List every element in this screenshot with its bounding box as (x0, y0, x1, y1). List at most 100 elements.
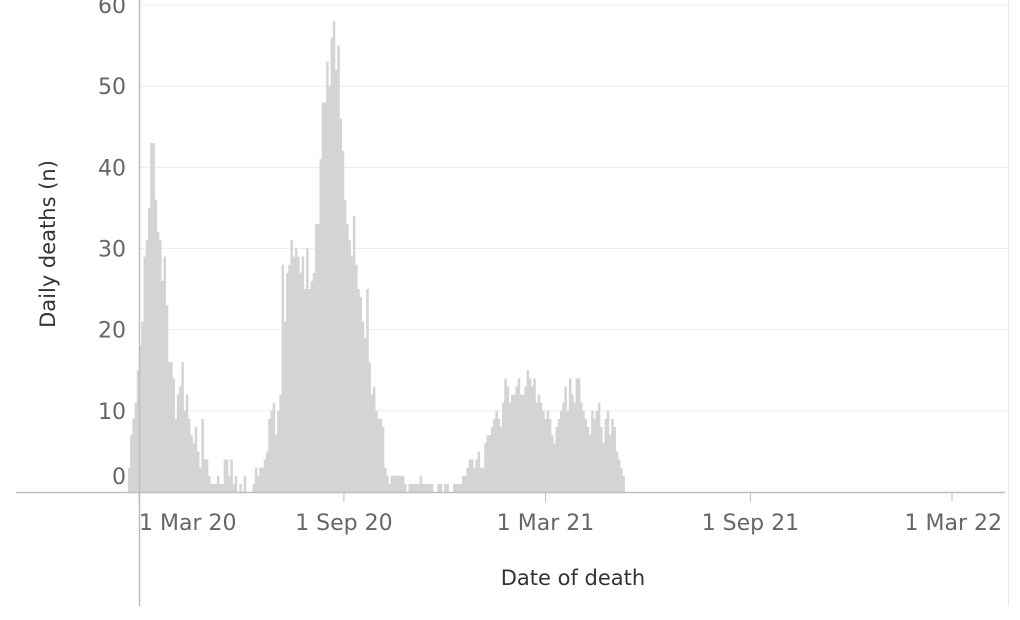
bar (412, 483, 416, 492)
bar (531, 386, 534, 492)
bar (497, 418, 501, 492)
bar (308, 289, 311, 492)
bar (484, 443, 487, 492)
bar (595, 410, 599, 492)
bar (261, 467, 265, 492)
bar (196, 451, 200, 492)
bar (604, 418, 608, 492)
bar (286, 272, 289, 492)
axes (16, 0, 1009, 606)
bar (370, 394, 374, 492)
bar (602, 443, 605, 492)
bar (363, 337, 367, 492)
bar (553, 443, 556, 492)
bar (424, 483, 427, 492)
bar (366, 289, 369, 492)
bar (337, 45, 340, 492)
x-tick-label: 1 Sep 20 (295, 511, 392, 536)
bar (323, 102, 327, 493)
bar (395, 475, 398, 492)
bar (310, 280, 314, 492)
bar (613, 427, 616, 492)
bar (312, 272, 316, 492)
bar (252, 483, 256, 492)
bar (439, 483, 443, 492)
bar (584, 418, 588, 492)
bar (346, 224, 349, 492)
bar (216, 475, 220, 492)
bar (127, 467, 131, 492)
bar (464, 475, 467, 492)
bar (259, 467, 262, 492)
bar (568, 378, 572, 492)
bar (156, 232, 160, 492)
bar (470, 459, 474, 492)
y-tick-label: 60 (98, 0, 126, 19)
bar (415, 483, 418, 492)
bar (179, 386, 182, 492)
bar (257, 475, 260, 492)
bar (297, 256, 300, 492)
bar (622, 475, 625, 492)
bar (141, 321, 144, 492)
bar (564, 386, 567, 492)
bar (221, 483, 224, 492)
bar (620, 467, 623, 492)
bar (279, 394, 282, 492)
bar (404, 483, 407, 492)
bar (306, 248, 309, 492)
bar (388, 483, 391, 492)
bar (551, 435, 554, 492)
bar (617, 459, 621, 492)
bar (368, 362, 371, 492)
bar (582, 410, 585, 492)
bar (477, 451, 481, 492)
bar (332, 21, 336, 492)
x-tick-label: 1 Sep 21 (702, 511, 799, 536)
bar (586, 427, 590, 492)
bar (319, 159, 322, 492)
bar (343, 199, 347, 493)
bar (399, 475, 403, 492)
bar (513, 394, 516, 492)
bar (535, 402, 539, 492)
bar (473, 467, 476, 492)
bar (301, 256, 305, 492)
bar (292, 256, 296, 492)
bars (127, 21, 625, 493)
bar (176, 394, 180, 492)
bar (163, 256, 167, 492)
bar (223, 459, 227, 492)
x-tick-labels: 1 Mar 20 1 Sep 20 1 Mar 21 1 Sep 21 1 Mar 22 (138, 492, 1003, 536)
bar (502, 402, 505, 492)
y-tick-label: 30 (98, 238, 126, 263)
bar (294, 248, 298, 492)
bar (159, 240, 162, 492)
bar (600, 427, 603, 492)
bar (335, 69, 338, 493)
bar (228, 475, 231, 492)
bar (134, 402, 138, 492)
bar (506, 386, 510, 492)
bar (190, 435, 193, 492)
bar (597, 402, 601, 492)
bar (225, 459, 229, 492)
bar (510, 394, 514, 492)
bar (466, 467, 469, 492)
x-tick-label: 1 Mar 22 (905, 511, 1003, 536)
bar (265, 451, 269, 492)
bar (219, 483, 222, 492)
bar (379, 418, 383, 492)
bar (522, 394, 525, 492)
y-axis-title: Daily deaths (n) (36, 160, 60, 328)
bar (230, 459, 233, 492)
bar (263, 459, 267, 492)
bar (493, 418, 496, 492)
bar (203, 459, 207, 492)
bar (397, 475, 400, 492)
bar (482, 467, 485, 492)
bar (546, 410, 550, 492)
bar (232, 483, 236, 492)
bar (172, 378, 175, 492)
bar (555, 427, 559, 492)
